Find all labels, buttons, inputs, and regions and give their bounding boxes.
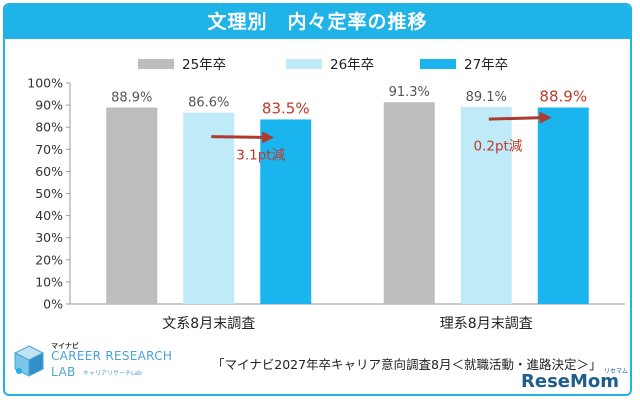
y-tick-label: 20% bbox=[35, 252, 63, 267]
y-tick-label: 70% bbox=[35, 142, 63, 157]
decrease-annotation: 0.2pt減 bbox=[474, 138, 523, 155]
logo-line1: CAREER RESEARCH bbox=[51, 349, 173, 363]
career-research-lab-logo: マイナビ CAREER RESEARCH LAB キャリアリサーチLab bbox=[11, 341, 172, 381]
logo-kana: マイナビ bbox=[51, 342, 79, 350]
legend-label: 25年卒 bbox=[182, 57, 226, 73]
bar bbox=[383, 102, 435, 305]
resemom-watermark: ReseMom bbox=[521, 371, 620, 392]
bar-chart: 0% 10% 20% 30% 40% 50% 60% 70% 80% 90% 100% 文系8月末調査… bbox=[27, 57, 625, 332]
decrease-arrow bbox=[488, 111, 552, 124]
y-tick-label: 80% bbox=[35, 120, 63, 135]
category-label: 文系8月末調査 bbox=[162, 316, 255, 332]
source-note: 「マイナビ2027年卒キャリア意向調査8月＜就職活動・進路決定＞」 bbox=[212, 357, 602, 372]
y-tick-label: 90% bbox=[35, 98, 63, 113]
chart-title: 文理別 内々定率の推移 bbox=[5, 5, 630, 39]
bar bbox=[537, 107, 589, 304]
data-label: 88.9% bbox=[539, 88, 587, 106]
chart-frame: 文理別 内々定率の推移 0% 10% 20% 30% 40% 50% 60% 70% 80% 90… bbox=[3, 3, 632, 396]
y-tick-label: 30% bbox=[35, 230, 63, 245]
bar bbox=[106, 107, 158, 304]
category-label: 理系8月末調査 bbox=[440, 316, 533, 332]
y-tick-label: 50% bbox=[35, 186, 63, 201]
y-tick-label: 10% bbox=[35, 274, 63, 289]
data-label: 89.1% bbox=[466, 90, 507, 105]
y-tick-label: 100% bbox=[27, 76, 63, 91]
bar bbox=[460, 107, 512, 305]
legend-label: 27年卒 bbox=[464, 57, 508, 73]
decrease-annotation: 3.1pt減 bbox=[236, 146, 285, 163]
legend-label: 26年卒 bbox=[330, 57, 374, 73]
y-tick-label: 0% bbox=[43, 297, 63, 312]
logo-line2-kana: キャリアリサーチLab bbox=[83, 370, 142, 377]
resemom-watermark-kana: リセマム bbox=[604, 368, 629, 375]
y-tick-label: 60% bbox=[35, 164, 63, 179]
logo-cube-icon bbox=[13, 345, 45, 377]
data-label: 88.9% bbox=[111, 91, 152, 106]
legend-swatch bbox=[420, 59, 456, 69]
data-label: 83.5% bbox=[262, 99, 310, 117]
legend-swatch bbox=[138, 59, 174, 69]
y-tick-label: 40% bbox=[35, 208, 63, 223]
logo-line2: LAB bbox=[51, 365, 76, 379]
legend-swatch bbox=[286, 59, 322, 69]
data-label: 91.3% bbox=[389, 85, 430, 100]
bar bbox=[260, 119, 312, 304]
data-label: 86.6% bbox=[188, 96, 229, 111]
decrease-arrow bbox=[211, 131, 275, 144]
bar bbox=[183, 112, 235, 304]
